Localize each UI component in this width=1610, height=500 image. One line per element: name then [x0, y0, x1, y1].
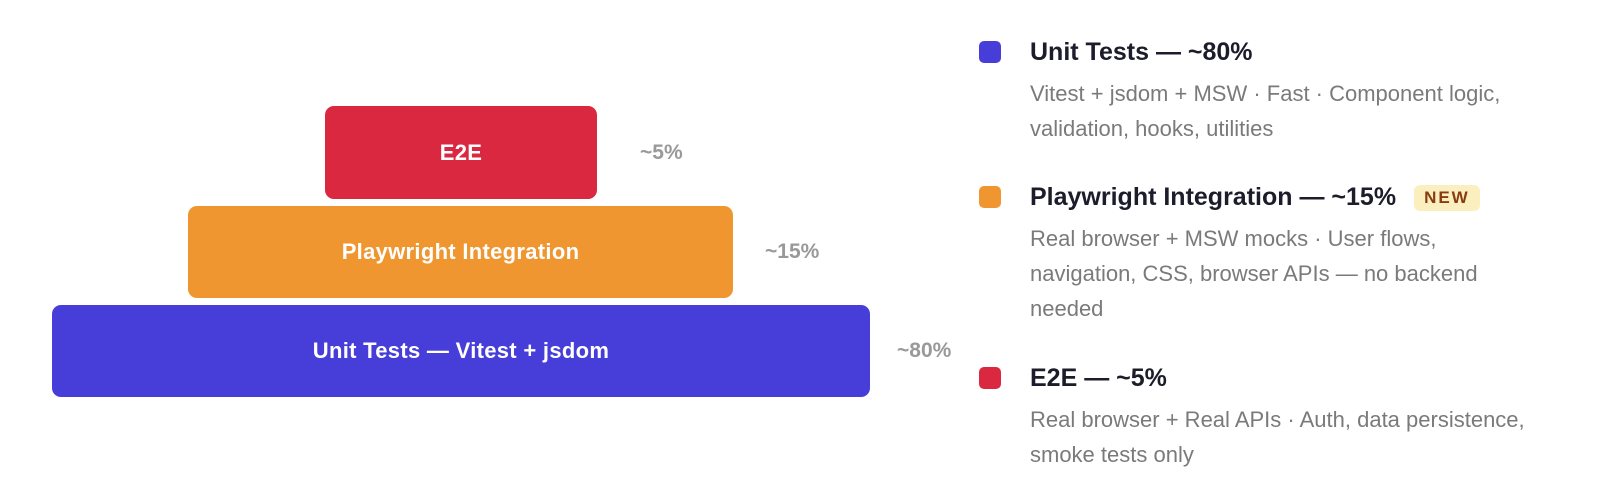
- pyramid-tier: Playwright Integration: [188, 206, 733, 298]
- legend-title: Playwright Integration — ~15% NEW: [1030, 183, 1480, 212]
- legend-description: Real browser + Real APIs · Auth, data pe…: [1030, 407, 1525, 467]
- legend-title: E2E — ~5%: [1030, 364, 1167, 393]
- tier-share: ~80%: [897, 339, 952, 362]
- legend-swatch: [979, 367, 1001, 389]
- legend-title: Unit Tests — ~80%: [1030, 38, 1253, 67]
- legend-description: Vitest + jsdom + MSW · Fast · Component …: [1030, 81, 1501, 141]
- pyramid-tier: E2E: [325, 106, 597, 199]
- legend-swatch: [979, 186, 1001, 208]
- legend-title-text: Playwright Integration — ~15%: [1030, 183, 1397, 211]
- pyramid-tier: Unit Tests — Vitest + jsdom: [52, 305, 870, 397]
- tier-share: ~5%: [640, 140, 683, 164]
- legend-description: Real browser + MSW mocks · User flows, n…: [1030, 226, 1478, 321]
- legend-swatch: [979, 41, 1001, 63]
- legend-title-text: E2E — ~5%: [1030, 364, 1167, 392]
- new-badge: NEW: [1414, 184, 1480, 211]
- tier-share: ~15%: [765, 240, 820, 263]
- legend-title-text: Unit Tests — ~80%: [1030, 38, 1253, 66]
